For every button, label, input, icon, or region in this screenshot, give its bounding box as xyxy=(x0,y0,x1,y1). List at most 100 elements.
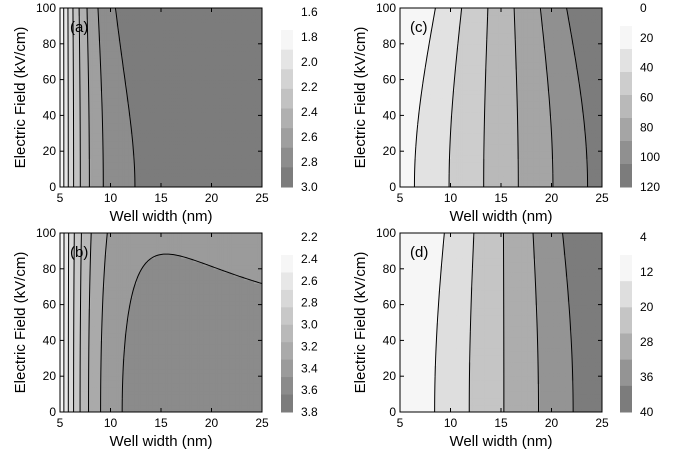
heatmap-cell xyxy=(221,8,225,13)
heatmap-cell xyxy=(185,76,188,81)
heatmap-cell xyxy=(98,179,101,185)
heatmap-cell xyxy=(128,144,132,149)
heatmap-cell xyxy=(247,136,251,142)
heatmap-cell xyxy=(201,29,205,34)
heatmap-cell xyxy=(158,158,162,163)
heatmap-cell xyxy=(161,11,164,16)
heatmap-cell xyxy=(185,176,188,181)
heatmap-cell xyxy=(185,169,188,174)
heatmap-cell xyxy=(217,47,221,52)
heatmap-cell xyxy=(257,61,261,66)
heatmap-cell xyxy=(213,147,217,152)
heatmap-cell xyxy=(187,29,190,34)
heatmap-cell xyxy=(173,22,176,27)
heatmap-cell xyxy=(80,144,83,149)
heatmap-cell xyxy=(88,18,91,23)
heatmap-cell xyxy=(197,126,200,131)
heatmap-cell xyxy=(235,144,239,149)
heatmap-cell xyxy=(195,140,198,145)
heatmap-cell xyxy=(120,36,124,41)
heatmap-cell xyxy=(205,58,209,63)
heatmap-cell xyxy=(199,65,202,70)
heatmap-cell xyxy=(171,179,174,185)
heatmap-cell xyxy=(66,54,69,59)
heatmap-cell xyxy=(241,108,245,113)
heatmap-cell xyxy=(100,165,104,170)
heatmap-cell xyxy=(199,101,202,106)
heatmap-cell xyxy=(183,179,186,185)
heatmap-cell xyxy=(181,136,184,142)
heatmap-cell xyxy=(195,68,198,74)
heatmap-cell xyxy=(201,151,205,156)
heatmap-cell xyxy=(237,151,241,156)
heatmap-cell xyxy=(138,33,142,38)
heatmap-cell xyxy=(134,93,138,99)
heatmap-cell xyxy=(209,118,213,124)
heatmap-cell xyxy=(150,22,154,27)
heatmap-cell xyxy=(255,15,259,20)
heatmap-cell xyxy=(243,129,247,134)
heatmap-cell xyxy=(223,86,227,91)
heatmap-cell xyxy=(253,165,257,170)
heatmap-cell xyxy=(158,147,162,152)
heatmap-cell xyxy=(148,158,152,163)
heatmap-cell xyxy=(199,58,202,63)
heatmap-cell xyxy=(150,151,154,156)
heatmap-cell xyxy=(138,8,142,13)
heatmap-cell xyxy=(239,86,243,91)
heatmap-cell xyxy=(183,83,186,88)
heatmap-cell xyxy=(122,111,126,116)
heatmap-cell xyxy=(158,72,162,77)
heatmap-cell xyxy=(132,58,136,63)
heatmap-cell xyxy=(235,8,239,13)
heatmap-cell xyxy=(144,133,148,138)
heatmap-cell xyxy=(64,115,67,120)
heatmap-cell xyxy=(201,111,205,116)
heatmap-cell xyxy=(207,147,211,152)
heatmap-cell xyxy=(118,11,122,16)
heatmap-cell xyxy=(221,86,225,91)
heatmap-cell xyxy=(148,108,152,113)
heatmap-cell xyxy=(76,161,79,167)
heatmap-cell xyxy=(112,25,116,31)
heatmap-cell xyxy=(175,122,178,127)
heatmap-cell xyxy=(118,118,122,124)
heatmap-cell xyxy=(187,50,190,56)
heatmap-cell xyxy=(88,58,91,63)
heatmap-cell xyxy=(221,11,225,16)
heatmap-cell xyxy=(120,29,124,34)
heatmap-cell xyxy=(104,101,108,106)
heatmap-cell xyxy=(241,147,245,152)
heatmap-cell xyxy=(66,101,69,106)
heatmap-cell xyxy=(114,72,118,77)
heatmap-cell xyxy=(154,8,158,13)
heatmap-cell xyxy=(136,136,140,142)
heatmap-cell xyxy=(257,83,261,88)
heatmap-cell xyxy=(126,25,130,31)
heatmap-cell xyxy=(88,68,91,74)
heatmap-cell xyxy=(146,47,150,52)
heatmap-cell xyxy=(187,86,190,91)
heatmap-cell xyxy=(177,18,180,23)
heatmap-cell xyxy=(122,144,126,149)
heatmap-cell xyxy=(179,133,182,138)
heatmap-cell xyxy=(213,118,217,124)
heatmap-cell xyxy=(84,129,87,134)
heatmap-cell xyxy=(70,133,73,138)
heatmap-cell xyxy=(84,29,87,34)
heatmap-cell xyxy=(152,29,156,34)
heatmap-cell xyxy=(132,79,136,84)
heatmap-cell xyxy=(169,86,172,91)
heatmap-cell xyxy=(247,50,251,56)
heatmap-cell xyxy=(114,61,118,66)
heatmap-cell xyxy=(152,129,156,134)
heatmap-cell xyxy=(136,72,140,77)
heatmap-cell xyxy=(219,58,223,63)
heatmap-cell xyxy=(102,93,106,99)
heatmap-cell xyxy=(82,61,85,66)
heatmap-cell xyxy=(163,22,166,27)
heatmap-cell xyxy=(126,86,130,91)
heatmap-cell xyxy=(211,79,215,84)
heatmap-cell xyxy=(169,54,172,59)
heatmap-cell xyxy=(205,18,209,23)
